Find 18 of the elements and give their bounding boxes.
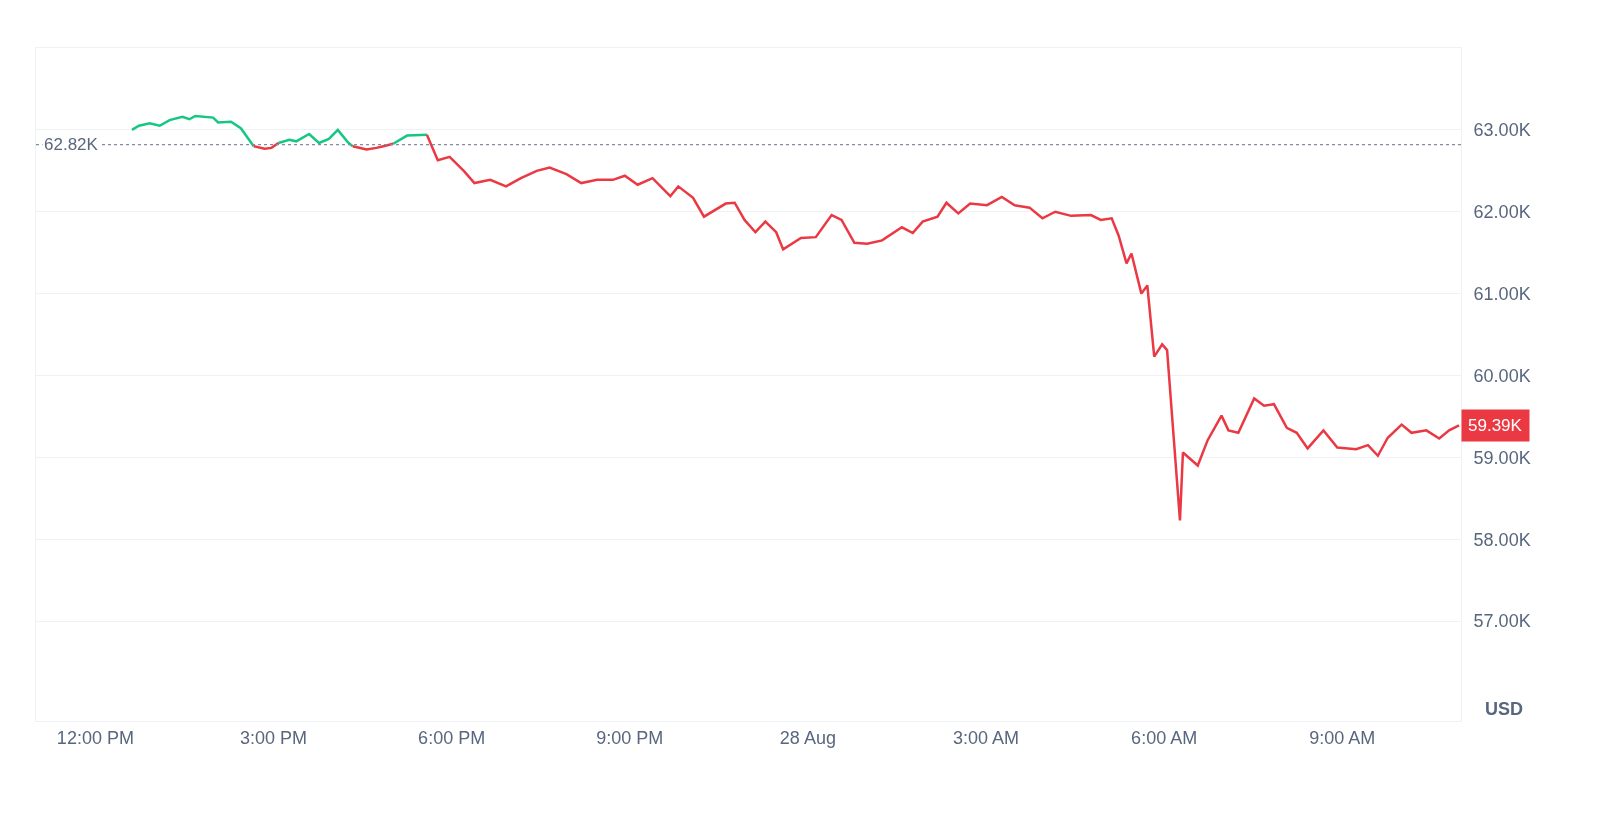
x-tick-label: 12:00 PM	[56, 727, 134, 748]
x-tick-label: 3:00 AM	[952, 727, 1020, 748]
x-tick-label: 6:00 PM	[418, 727, 486, 748]
y-tick-label: 58.00K	[1473, 529, 1531, 550]
x-tick-label: 6:00 AM	[1131, 727, 1198, 748]
annotation: 59.39K	[1468, 416, 1523, 435]
y-tick-label: 61.00K	[1473, 283, 1531, 304]
x-tick-label: 28 Aug	[779, 727, 836, 748]
x-tick-label: 3:00 PM	[239, 727, 308, 748]
y-tick-label: 63.00K	[1473, 120, 1531, 141]
y-tick-label: 57.00K	[1473, 611, 1531, 632]
x-tick-label: 9:00 AM	[1309, 727, 1376, 748]
y-tick-label: 59.00K	[1473, 447, 1531, 468]
y-axis-title: USD	[1485, 699, 1524, 719]
y-tick-label: 60.00K	[1473, 365, 1531, 386]
y-tick-label: 62.00K	[1473, 202, 1531, 223]
ref-line-label: 62.82K	[44, 135, 99, 154]
x-tick-label: 9:00 PM	[596, 727, 664, 748]
